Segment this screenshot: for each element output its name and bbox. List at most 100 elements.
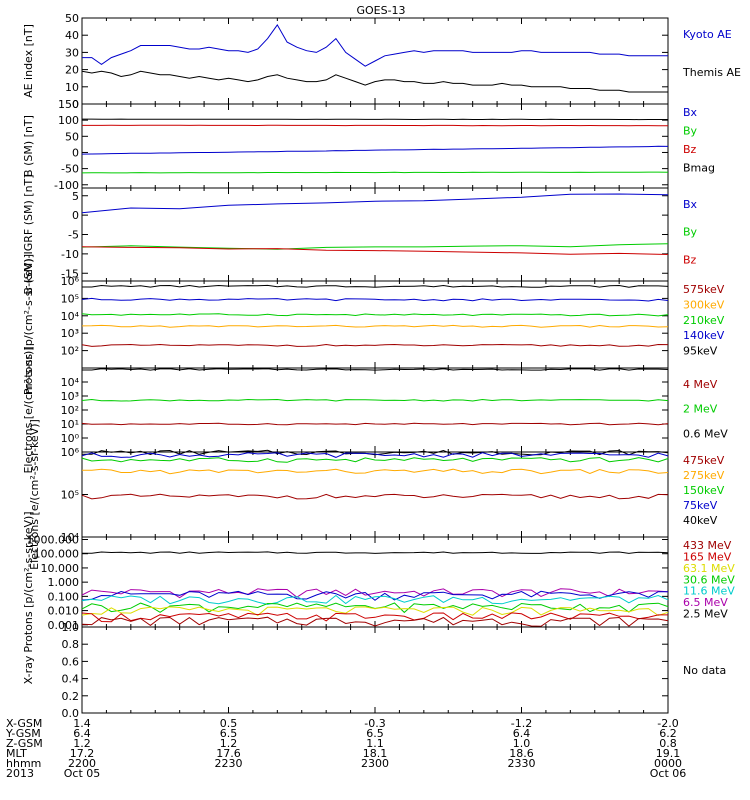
series-line xyxy=(82,551,669,554)
y-tick-label: 0 xyxy=(72,209,79,222)
y-tick-label: -100 xyxy=(54,179,79,192)
panel-frame xyxy=(81,451,669,538)
legend-label: Bmag xyxy=(683,162,715,175)
y-tick-label: 10⁰ xyxy=(61,432,80,445)
y-tick-label: 10⁴ xyxy=(61,531,80,544)
y-tick-label: 1.000 xyxy=(48,576,80,589)
axis-cell: Oct 05 xyxy=(64,767,101,780)
y-axis-label: B (SM) [nT] xyxy=(22,115,35,177)
axis-cell: 2230 xyxy=(215,757,243,770)
legend-label: Bx xyxy=(683,106,698,119)
series-line xyxy=(81,616,669,627)
legend-label: By xyxy=(683,125,698,138)
y-tick-label: 0.100 xyxy=(48,590,80,603)
axis-cell: 1.0 xyxy=(513,737,531,750)
series-line xyxy=(81,468,669,475)
series-line xyxy=(81,606,669,617)
legend-label: 2 MeV xyxy=(683,403,718,416)
series-line xyxy=(81,343,669,347)
axis-cell: 0.5 xyxy=(220,717,238,730)
axis-cell: 2200 xyxy=(68,757,96,770)
legend-label: 165 MeV xyxy=(683,550,732,563)
y-tick-label: 10³ xyxy=(61,327,79,340)
legend-label: Bx xyxy=(683,198,698,211)
axis-cell: 1.2 xyxy=(73,737,91,750)
plot-title: GOES-13 xyxy=(356,4,405,17)
series-line xyxy=(82,284,669,288)
axis-cell: 18.1 xyxy=(363,747,388,760)
y-tick-label: 0.010 xyxy=(48,605,80,618)
y-tick-label: 10⁶ xyxy=(61,275,80,288)
y-tick-label: 1.0 xyxy=(62,621,80,634)
axis-cell: -2.0 xyxy=(657,717,678,730)
y-tick-label: -5 xyxy=(68,229,79,242)
y-tick-label: 0.0 xyxy=(62,707,80,720)
legend-label: Kyoto AE xyxy=(683,28,732,41)
axis-cell: 1.2 xyxy=(220,737,238,750)
series-line xyxy=(81,457,669,463)
panel-frame xyxy=(81,187,669,282)
axis-cell: 0000 xyxy=(654,757,682,770)
y-tick-label: 10.000 xyxy=(41,562,80,575)
series-line xyxy=(81,297,669,302)
legend-label: Bz xyxy=(683,253,697,266)
series-line xyxy=(81,246,669,255)
legend-label: 575keV xyxy=(683,283,725,296)
axis-cell: 6.4 xyxy=(513,727,531,740)
y-tick-label: 10⁵ xyxy=(61,489,79,502)
legend-label: 140keV xyxy=(683,329,725,342)
axis-cell: 1.4 xyxy=(73,717,91,730)
axis-cell: 19.1 xyxy=(656,747,681,760)
series-line xyxy=(82,124,669,127)
series-line xyxy=(81,594,669,605)
y-tick-label: -10 xyxy=(61,248,79,261)
panel-xray: 0.0 0.2 0.4 0.6 0.8 1.0 X-ray No data xyxy=(22,621,726,720)
y-tick-label: 0.4 xyxy=(62,673,80,686)
series-line xyxy=(81,171,669,174)
legend-label: 63.1 MeV xyxy=(683,562,735,575)
series-line xyxy=(82,368,669,371)
panel-frame xyxy=(81,280,669,369)
legend-label: 2.5 MeV xyxy=(683,608,728,621)
legend-label: Themis AE xyxy=(682,66,741,79)
y-tick-label: 10² xyxy=(61,345,79,358)
y-tick-label: 10⁴ xyxy=(61,376,80,389)
y-tick-label: 0 xyxy=(72,98,79,111)
no-data-label: No data xyxy=(683,664,726,677)
panel-protons1: 10² 10³ 10⁴ 10⁵ 10⁶ Protons [p/(cm²-s-sr-keV)… xyxy=(22,254,725,395)
axis-cell: 6.4 xyxy=(73,727,91,740)
axis-cell: 0.8 xyxy=(659,737,677,750)
axis-cell: 6.2 xyxy=(659,727,677,740)
axis-row-label: MLT xyxy=(6,747,27,760)
y-tick-label: 0.001 xyxy=(48,619,80,632)
y-tick-label: 150 xyxy=(58,98,79,111)
panel-frame xyxy=(81,367,669,453)
y-tick-label: 10² xyxy=(61,404,79,417)
y-tick-label: 0.8 xyxy=(62,638,80,651)
legend-label: By xyxy=(683,226,698,239)
panel-frame xyxy=(81,626,669,714)
axis-cell: -0.3 xyxy=(364,717,385,730)
y-tick-label: 5 xyxy=(72,190,79,203)
axis-cell: 18.6 xyxy=(509,747,534,760)
panel-ae: 0 10 20 30 40 50 AE index [nT] Kyoto AE Themis A… xyxy=(22,12,741,111)
y-axis-label: Electrons [e/(cm²-s-sr-keV)] xyxy=(28,419,41,570)
series-line xyxy=(81,243,669,250)
series-line xyxy=(82,118,668,121)
axis-cell: 17.6 xyxy=(216,747,241,760)
series-line xyxy=(81,145,669,155)
y-axis-label: Protons [p/(cm²-s-sr-keV)] xyxy=(22,511,35,652)
series-line xyxy=(81,324,669,328)
y-axis-label: B (SM)-IGRF (SM) [nT] xyxy=(22,174,35,294)
y-tick-label: 10⁶ xyxy=(61,446,80,459)
axis-cell: 2330 xyxy=(508,757,536,770)
legend-label: 150keV xyxy=(683,484,725,497)
y-axis-label: Electrons [e/(cm²-s-sr)] xyxy=(22,346,35,473)
legend-label: 475keV xyxy=(683,454,725,467)
series-line xyxy=(82,23,668,67)
y-tick-label: 40 xyxy=(65,29,79,42)
series-line xyxy=(81,422,669,426)
